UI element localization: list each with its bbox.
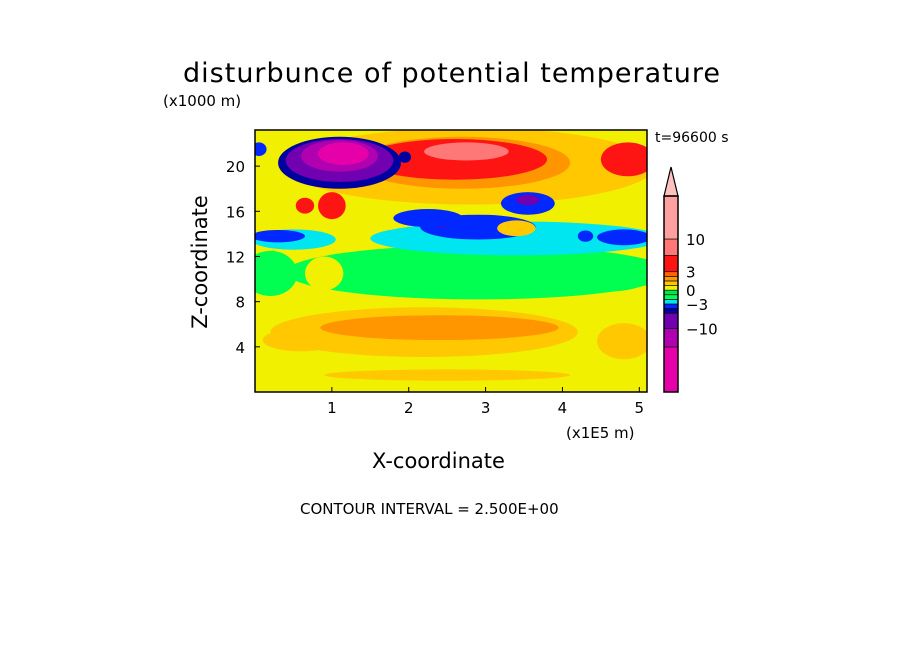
colorbar-label: 3 <box>686 264 696 282</box>
contour-region <box>304 256 344 291</box>
contour-region <box>516 194 540 206</box>
x-tick-label: 5 <box>635 399 645 417</box>
contour-region <box>393 209 463 228</box>
contour-region <box>318 192 346 220</box>
time-label: t=96600 s <box>655 130 729 146</box>
y-tick-label: 12 <box>226 248 245 266</box>
contour-region <box>320 315 559 341</box>
colorbar-segment <box>663 280 679 286</box>
colorbar-segment <box>663 303 679 309</box>
colorbar-extension-triangle <box>663 166 679 197</box>
y-tick-label: 16 <box>226 203 245 221</box>
contour-region <box>255 250 298 297</box>
contour-fill-group <box>255 130 647 381</box>
colorbar-segment <box>663 346 679 393</box>
x-tick-label: 3 <box>481 399 491 417</box>
contour-region <box>295 197 315 214</box>
colorbar-label: −10 <box>686 321 718 339</box>
contour-region <box>262 328 340 352</box>
contour-region <box>497 220 536 237</box>
plot-frame <box>254 129 648 393</box>
colorbar-segment <box>663 285 679 291</box>
colorbar-segment <box>663 294 679 300</box>
contour-region <box>597 229 647 246</box>
contour-region <box>424 142 509 161</box>
contour-region <box>577 230 594 242</box>
x-tick-label: 4 <box>558 399 568 417</box>
x-tick-label: 2 <box>404 399 414 417</box>
contour-region <box>285 245 647 300</box>
y-tick-label: 4 <box>235 339 245 357</box>
y-tick-label: 8 <box>235 294 245 312</box>
chart-title: disturbunce of potential temperature <box>183 58 721 89</box>
x-axis-label: X-coordinate <box>372 449 505 473</box>
colorbar-segment <box>663 255 679 273</box>
contour-region <box>255 142 267 156</box>
colorbar-label: 0 <box>686 282 696 300</box>
x-tick-label: 1 <box>327 399 337 417</box>
contour-region <box>255 229 305 243</box>
colorbar-segment <box>663 328 679 348</box>
colorbar-label: −3 <box>686 296 708 314</box>
contour-region <box>324 369 571 381</box>
colorbar-segment <box>663 238 679 256</box>
contour-region <box>562 255 647 292</box>
colorbar-segment <box>663 271 679 277</box>
contour-interval-label: CONTOUR INTERVAL = 2.500E+00 <box>300 500 559 518</box>
colorbar-segment <box>663 308 679 314</box>
colorbar-segment <box>663 312 679 329</box>
x-axis-unit: (x1E5 m) <box>566 424 635 442</box>
contour-region <box>597 323 647 360</box>
y-tick-label: 20 <box>226 158 245 176</box>
contour-region <box>318 142 369 166</box>
colorbar-frame <box>663 195 679 393</box>
colorbar-segment <box>663 299 679 305</box>
colorbar-segment <box>663 195 679 240</box>
contour-region <box>398 151 412 163</box>
colorbar-segment <box>663 276 679 282</box>
colorbar-segment <box>663 289 679 296</box>
y-axis-unit: (x1000 m) <box>163 92 242 110</box>
contour-region <box>600 142 647 177</box>
colorbar-label: 10 <box>686 231 705 249</box>
